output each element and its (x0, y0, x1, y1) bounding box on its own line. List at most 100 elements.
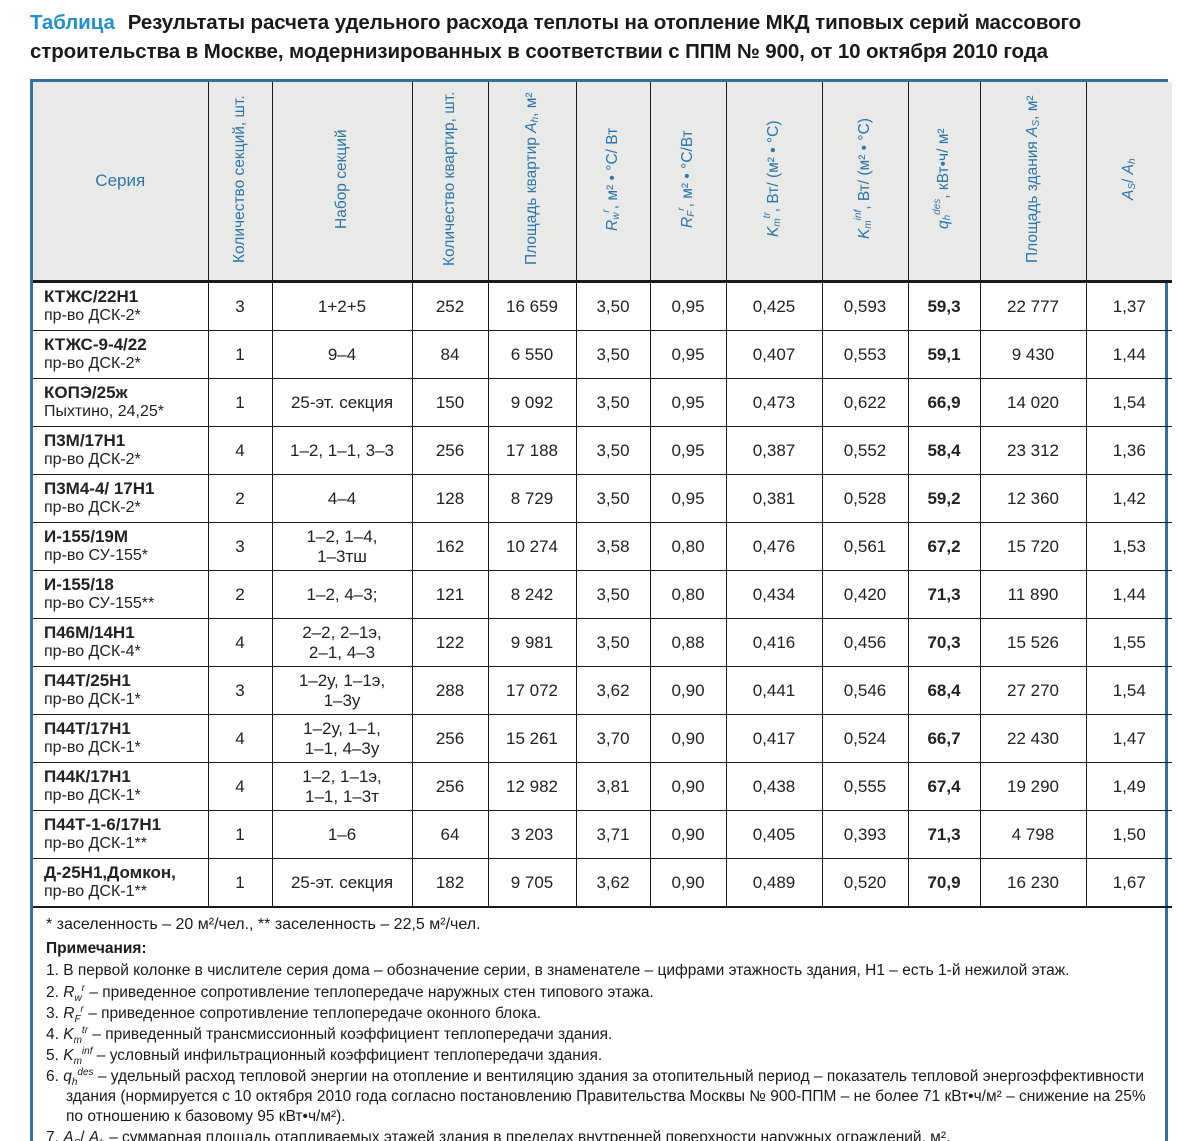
column-header-as-ah-ratio: AS/ Ah (1085, 82, 1172, 284)
cell-apt-area: 12 982 (487, 762, 577, 812)
series-manufacturer: пр-во СУ-155** (44, 595, 155, 613)
series-manufacturer: пр-во ДСК-2* (44, 451, 141, 469)
cell-sections: 3 (207, 666, 273, 716)
cell-apts: 252 (411, 281, 489, 332)
cell-set: 4–4 (271, 474, 413, 524)
cell-rw: 3,71 (575, 810, 651, 860)
cell-series: КОПЭ/25ж Пыхтино, 24,25* (33, 378, 209, 428)
cell-series: П44Т-1-6/17Н1 пр-во ДСК-1** (33, 810, 209, 860)
cell-kinf: 0,622 (821, 378, 909, 428)
cell-bld-area: 14 020 (979, 378, 1087, 428)
series-manufacturer: пр-во ДСК-1** (44, 835, 147, 853)
page-title: Таблица Результаты расчета удельного расх… (30, 8, 1168, 66)
cell-series: П44К/17Н1 пр-во ДСК-1* (33, 762, 209, 812)
cell-rw: 3,50 (575, 281, 651, 332)
cell-rf: 0,95 (649, 281, 727, 332)
cell-sections: 1 (207, 858, 273, 909)
cell-ktr: 0,438 (725, 762, 823, 812)
series-manufacturer: пр-во ДСК-1* (44, 691, 141, 709)
cell-ktr: 0,407 (725, 330, 823, 380)
cell-bld-area: 12 360 (979, 474, 1087, 524)
cell-set: 1–2, 4–3; (271, 570, 413, 620)
table-row: КТЖС/22Н1 пр-во ДСК-2* 3 1+2+5 252 16 659 3,50… (33, 281, 1172, 332)
cell-apt-area: 17 072 (487, 666, 577, 716)
cell-apts: 64 (411, 810, 489, 860)
series-name: Д-25Н1,Домкон, (44, 863, 176, 883)
cell-series: П46М/14Н1 пр-во ДСК-4* (33, 618, 209, 668)
series-manufacturer: пр-во ДСК-2* (44, 499, 141, 517)
cell-bld-area: 22 430 (979, 714, 1087, 764)
cell-rw: 3,62 (575, 858, 651, 909)
cell-apt-area: 16 659 (487, 281, 577, 332)
series-name: П44Т/25Н1 (44, 671, 131, 691)
cell-ratio: 1,44 (1085, 570, 1172, 620)
cell-ratio: 1,53 (1085, 522, 1172, 572)
cell-rf: 0,95 (649, 378, 727, 428)
series-manufacturer: пр-во ДСК-1** (44, 883, 147, 901)
cell-sections: 3 (207, 281, 273, 332)
header-row: Серия Количество секций, шт. Набор секций К… (33, 82, 1172, 284)
heat-consumption-table: Серия Количество секций, шт. Набор секций К… (33, 82, 1172, 909)
table-container: Серия Количество секций, шт. Набор секций К… (30, 79, 1172, 1141)
cell-rw: 3,70 (575, 714, 651, 764)
cell-series: Д-25Н1,Домкон, пр-во ДСК-1** (33, 858, 209, 909)
cell-qh: 71,3 (907, 810, 981, 860)
cell-apts: 182 (411, 858, 489, 909)
cell-ktr: 0,381 (725, 474, 823, 524)
cell-set: 1–2, 1–1э, 1–1, 1–3т (271, 762, 413, 812)
note-item-4: 4. Kmtr – приведенный трансмиссионный ко… (46, 1024, 613, 1046)
series-name: И-155/18 (44, 575, 114, 595)
note-item-5: 5. Kminf – условный инфильтрационный коэ… (46, 1045, 603, 1068)
cell-qh: 70,9 (907, 858, 981, 909)
cell-qh: 67,2 (907, 522, 981, 572)
cell-ktr: 0,405 (725, 810, 823, 860)
cell-kinf: 0,456 (821, 618, 909, 668)
cell-set: 1–2, 1–4, 1–3тш (271, 522, 413, 572)
cell-apt-area: 10 274 (487, 522, 577, 572)
cell-ktr: 0,473 (725, 378, 823, 428)
cell-kinf: 0,552 (821, 426, 909, 476)
column-header-qh-des: qhdes, кВт•ч/ м² (907, 82, 981, 284)
cell-series: КТЖС-9-4/22 пр-во ДСК-2* (33, 330, 209, 380)
table-row: П44Т/25Н1 пр-во ДСК-1* 3 1–2у, 1–1э, 1–3у 28… (33, 666, 1172, 716)
cell-bld-area: 9 430 (979, 330, 1087, 380)
table-row: П44Т-1-6/17Н1 пр-во ДСК-1** 1 1–6 64 3 203 3,7… (33, 810, 1172, 860)
cell-sections: 3 (207, 522, 273, 572)
cell-rf: 0,80 (649, 522, 727, 572)
table-row: П44Т/17Н1 пр-во ДСК-1* 4 1–2у, 1–1, 1–1, 4–… (33, 714, 1172, 764)
cell-ktr: 0,416 (725, 618, 823, 668)
table-word-label: Таблица (30, 11, 115, 34)
cell-apt-area: 8 729 (487, 474, 577, 524)
cell-kinf: 0,561 (821, 522, 909, 572)
cell-rf: 0,90 (649, 714, 727, 764)
series-name: П46М/14Н1 (44, 623, 135, 643)
cell-apts: 150 (411, 378, 489, 428)
series-name: КТЖС-9-4/22 (44, 335, 147, 355)
cell-kinf: 0,593 (821, 281, 909, 332)
column-header-apartments-count: Количество квартир, шт. (411, 82, 489, 284)
cell-sections: 1 (207, 330, 273, 380)
cell-kinf: 0,520 (821, 858, 909, 909)
cell-rw: 3,62 (575, 666, 651, 716)
series-manufacturer: пр-во ДСК-4* (44, 643, 141, 661)
cell-qh: 70,3 (907, 618, 981, 668)
cell-bld-area: 11 890 (979, 570, 1087, 620)
column-header-apartments-area: Площадь квартир Ah, м² (487, 82, 577, 284)
series-manufacturer: пр-во ДСК-1* (44, 787, 141, 805)
cell-rf: 0,88 (649, 618, 727, 668)
series-name: П44Т-1-6/17Н1 (44, 815, 162, 835)
column-header-sections-count: Количество секций, шт. (207, 82, 273, 284)
cell-qh: 58,4 (907, 426, 981, 476)
cell-set: 1–2у, 1–1э, 1–3у (271, 666, 413, 716)
cell-ktr: 0,476 (725, 522, 823, 572)
cell-rw: 3,58 (575, 522, 651, 572)
cell-ratio: 1,55 (1085, 618, 1172, 668)
series-manufacturer: Пыхтино, 24,25* (44, 403, 164, 421)
table-body: КТЖС/22Н1 пр-во ДСК-2* 3 1+2+5 252 16 659 3,50… (33, 281, 1172, 909)
cell-qh: 66,7 (907, 714, 981, 764)
cell-kinf: 0,524 (821, 714, 909, 764)
cell-ktr: 0,434 (725, 570, 823, 620)
cell-qh: 59,1 (907, 330, 981, 380)
cell-ktr: 0,387 (725, 426, 823, 476)
